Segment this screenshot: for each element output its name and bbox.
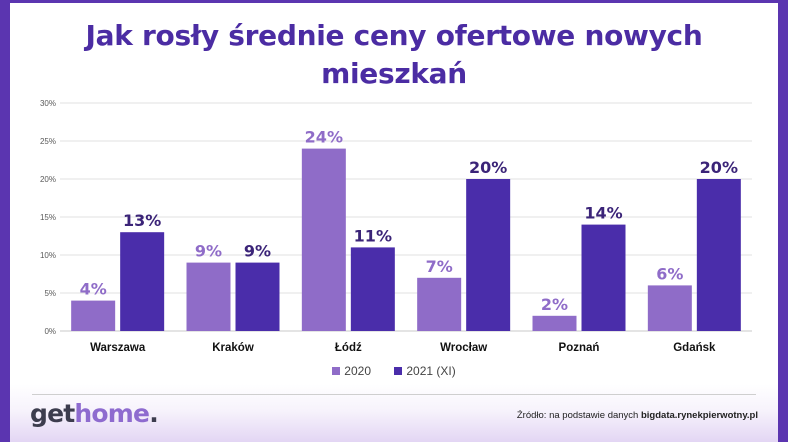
x-tick-label: Kraków: [212, 342, 254, 354]
bar-Poznań-2020: [532, 315, 577, 331]
data-label: 20%: [700, 158, 738, 177]
source-prefix: Źródło: na podstawie danych: [516, 410, 641, 421]
chart-title-line-2: mieszkań: [321, 57, 467, 90]
legend-item-2020: 2020: [332, 364, 371, 378]
data-label: 4%: [80, 280, 107, 299]
bar-chart: 0% 5% 10% 15% 20% 25% 30% 4% 13% 9% 9% 24% 11% 7% 20%…: [40, 99, 752, 354]
bar-Łódź-2020: [301, 148, 346, 331]
bar-Gdańsk-2021 (XI): [696, 179, 741, 331]
data-label: 11%: [354, 226, 392, 245]
y-tick-label: 20%: [40, 175, 56, 184]
data-label: 13%: [123, 211, 161, 230]
logo-part-dot: .: [149, 399, 158, 428]
data-label: 9%: [195, 242, 222, 261]
footer-divider: [32, 394, 756, 395]
x-tick-label: Poznań: [559, 342, 600, 354]
data-label: 20%: [469, 158, 507, 177]
bar-Wrocław-2021 (XI): [466, 179, 511, 331]
bars: [71, 148, 741, 331]
x-tick-label: Gdańsk: [673, 342, 716, 354]
x-tick-label: Warszawa: [90, 342, 146, 354]
bar-Poznań-2021 (XI): [581, 224, 626, 331]
bar-Wrocław-2020: [417, 277, 462, 331]
gridlines: [60, 102, 752, 332]
data-label: 24%: [305, 128, 343, 147]
chart-title-line-1: Jak rosły średnie ceny ofertowe nowych: [85, 19, 703, 52]
y-axis-ticks: 0% 5% 10% 15% 20% 25% 30%: [40, 99, 56, 336]
logo-part-home: home: [74, 399, 150, 428]
legend-swatch-2021: [394, 367, 403, 375]
y-tick-label: 0%: [44, 327, 56, 336]
bar-Kraków-2021 (XI): [235, 262, 280, 331]
bar-Kraków-2020: [186, 262, 231, 331]
bar-Warszawa-2021 (XI): [120, 232, 165, 331]
y-tick-label: 25%: [40, 137, 56, 146]
legend-label-2020: 2020: [344, 364, 371, 378]
source-link-text: bigdata.rynekpierwotny.pl: [640, 410, 758, 421]
data-label: 14%: [584, 204, 622, 223]
y-tick-label: 5%: [44, 289, 56, 298]
data-labels: 4% 13% 9% 9% 24% 11% 7% 20% 2% 14% 6% 20%: [80, 128, 738, 314]
y-tick-label: 30%: [40, 99, 56, 108]
legend-item-2021: 2021 (XI): [394, 364, 456, 378]
legend-label-2021: 2021 (XI): [406, 364, 456, 378]
y-tick-label: 10%: [40, 251, 56, 260]
x-tick-label: Wrocław: [440, 342, 487, 354]
bar-Warszawa-2020: [71, 300, 116, 331]
gethome-logo: gethome.: [30, 399, 159, 428]
x-tick-label: Łódź: [335, 342, 362, 354]
logo-part-get: get: [30, 399, 75, 428]
y-tick-label: 15%: [40, 213, 56, 222]
data-label: 2%: [541, 295, 568, 314]
bar-Łódź-2021 (XI): [350, 247, 395, 331]
data-label: 9%: [244, 242, 271, 261]
data-label: 6%: [656, 264, 683, 283]
x-axis-ticks: Warszawa Kraków Łódź Wrocław Poznań Gdańsk: [90, 342, 716, 354]
footer-background: [10, 384, 778, 442]
legend: 2020 2021 (XI): [10, 364, 778, 378]
data-label: 7%: [426, 257, 453, 276]
source-note: Źródło: na podstawie danych bigdata.ryne…: [517, 410, 758, 421]
legend-swatch-2020: [332, 367, 341, 375]
chart-title: Jak rosły średnie ceny ofertowe nowych m…: [10, 17, 778, 93]
bar-Gdańsk-2020: [647, 285, 692, 331]
